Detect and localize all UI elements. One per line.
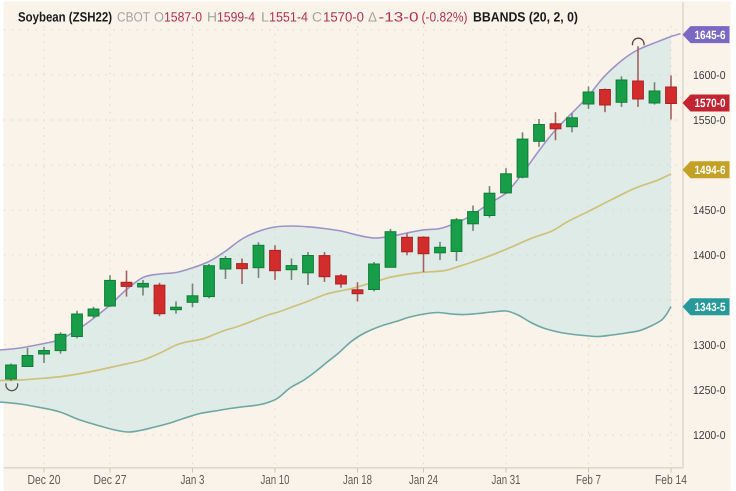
svg-text:H: H: [207, 10, 217, 25]
svg-text:Soybean (ZSH22): Soybean (ZSH22): [18, 10, 112, 25]
svg-text:1200-0: 1200-0: [693, 430, 726, 442]
svg-text:1550-0: 1550-0: [693, 115, 726, 127]
svg-text:Δ: Δ: [368, 10, 377, 25]
svg-text:1587-0: 1587-0: [164, 10, 202, 25]
svg-text:L: L: [261, 10, 270, 25]
svg-text:BBANDS (20, 2, 0): BBANDS (20, 2, 0): [473, 10, 578, 25]
svg-text:1570-0: 1570-0: [323, 10, 364, 25]
svg-text:Jan 18: Jan 18: [343, 472, 372, 487]
svg-text:-13-0: -13-0: [379, 10, 419, 25]
svg-text:1600-0: 1600-0: [693, 70, 726, 82]
svg-text:Jan 24: Jan 24: [409, 472, 438, 487]
svg-text:1599-4: 1599-4: [217, 10, 255, 25]
svg-text:1343-5: 1343-5: [695, 300, 726, 314]
svg-text:1551-4: 1551-4: [269, 10, 308, 25]
svg-text:1645-6: 1645-6: [695, 28, 726, 42]
svg-text:1300-0: 1300-0: [693, 340, 726, 352]
svg-text:Feb 7: Feb 7: [576, 472, 601, 487]
svg-text:O: O: [154, 10, 164, 25]
svg-text:C: C: [312, 10, 322, 25]
svg-text:(-0.82%): (-0.82%): [422, 10, 468, 25]
svg-text:Jan 3: Jan 3: [181, 472, 205, 487]
svg-text:Dec 27: Dec 27: [94, 472, 127, 487]
svg-text:1450-0: 1450-0: [693, 205, 726, 217]
svg-text:CBOT: CBOT: [117, 10, 150, 25]
svg-text:1570-0: 1570-0: [695, 96, 726, 110]
svg-text:1250-0: 1250-0: [693, 385, 726, 397]
svg-text:Jan 10: Jan 10: [261, 472, 290, 487]
svg-text:1494-6: 1494-6: [695, 163, 726, 177]
svg-text:Dec 20: Dec 20: [28, 472, 61, 487]
svg-text:Jan 31: Jan 31: [492, 472, 521, 487]
svg-text:Feb 14: Feb 14: [655, 472, 687, 487]
svg-text:1400-0: 1400-0: [693, 250, 726, 262]
